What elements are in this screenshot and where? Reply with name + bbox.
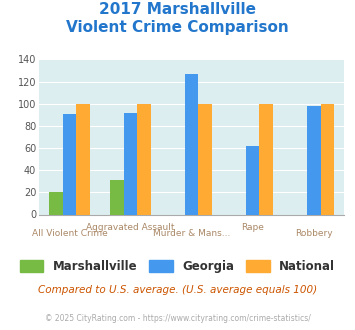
Text: Murder & Mans...: Murder & Mans... <box>153 229 230 238</box>
Bar <box>321 104 334 214</box>
Bar <box>260 104 273 214</box>
Bar <box>124 113 137 214</box>
Legend: Marshallville, Georgia, National: Marshallville, Georgia, National <box>15 255 340 278</box>
Text: Aggravated Assault: Aggravated Assault <box>86 223 175 232</box>
Bar <box>63 114 76 214</box>
Bar <box>246 146 260 214</box>
Bar <box>307 106 321 214</box>
Text: Compared to U.S. average. (U.S. average equals 100): Compared to U.S. average. (U.S. average … <box>38 285 317 295</box>
Text: © 2025 CityRating.com - https://www.cityrating.com/crime-statistics/: © 2025 CityRating.com - https://www.city… <box>45 314 310 323</box>
Bar <box>198 104 212 214</box>
Bar <box>76 104 90 214</box>
Bar <box>49 192 63 214</box>
Bar <box>137 104 151 214</box>
Text: All Violent Crime: All Violent Crime <box>32 229 108 238</box>
Bar <box>110 180 124 214</box>
Text: Rape: Rape <box>241 223 264 232</box>
Text: Violent Crime Comparison: Violent Crime Comparison <box>66 20 289 35</box>
Text: 2017 Marshallville: 2017 Marshallville <box>99 2 256 16</box>
Bar <box>185 74 198 214</box>
Text: Robbery: Robbery <box>295 229 333 238</box>
